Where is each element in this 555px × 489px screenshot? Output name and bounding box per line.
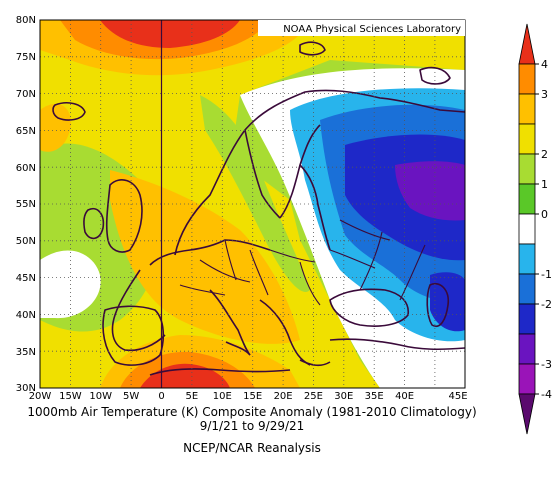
lat-tick: 55N [16,199,36,210]
colorbar-label: -3 [541,358,552,371]
country-borders [179,219,426,306]
colorbar-swatch [518,243,536,275]
lat-tick: 45N [16,273,36,284]
colorbar-swatch [518,333,536,365]
lat-tick: 80N [16,15,36,26]
colorbar-swatch [518,123,536,155]
colorbar-swatch [518,183,536,215]
lat-ticks: 80N 75N 70N 65N 60N 55N 50N 45N 40N 35N … [16,15,36,394]
lat-tick: 65N [16,126,36,137]
colorbar-swatch [518,303,536,335]
colorbar: 4 3 2 1 0 -1 -2 -3 -4 [518,23,552,435]
colorbar-label: 1 [541,178,548,191]
credit-label: NOAA Physical Sciences Laboratory [283,24,461,35]
lon-tick: 10W [89,391,112,402]
lon-tick: 20E [274,391,293,402]
lon-tick: 5E [186,391,199,402]
date-range: 9/1/21 to 9/29/21 [200,419,305,433]
colorbar-label: 2 [541,148,548,161]
lon-tick: 15W [59,391,82,402]
lon-tick: 15E [243,391,262,402]
colorbar-label: -1 [541,268,552,281]
coastlines [52,41,465,376]
lat-tick: 75N [16,52,36,63]
lon-ticks: 20W 15W 10W 5W 0 5E 10E 15E 20E 25E 30E … [29,391,468,402]
map-frame [39,19,466,389]
lat-tick: 40N [16,310,36,321]
colorbar-swatch [518,273,536,305]
lon-tick: 45E [448,391,467,402]
lat-tick: 50N [16,236,36,247]
colorbar-swatch [518,363,536,395]
lat-tick: 30N [16,383,36,394]
lon-tick: 5W [123,391,139,402]
colorbar-swatch [518,63,536,95]
lon-tick: 0 [158,391,164,402]
lat-tick: 70N [16,89,36,100]
lon-tick: 20W [29,391,52,402]
colorbar-label: -2 [541,298,552,311]
colorbar-label: -4 [541,388,552,401]
colorbar-label: 0 [541,208,548,221]
colorbar-swatch [518,213,536,245]
colorbar-label: 3 [541,88,548,101]
colorbar-top-triangle [518,23,536,65]
map-title: 1000mb Air Temperature (K) Composite Ano… [27,405,476,419]
lon-tick: 35E [365,391,384,402]
colorbar-swatch [518,153,536,185]
colorbar-bottom-triangle [518,393,536,435]
lon-tick: 10E [213,391,232,402]
credit-box [258,20,465,36]
lon-tick: 40E [395,391,414,402]
lon-tick: 30E [334,391,353,402]
graticule [40,20,465,388]
colorbar-label: 4 [541,58,548,71]
data-source: NCEP/NCAR Reanalysis [183,441,321,455]
lat-tick: 35N [16,347,36,358]
lat-tick: 60N [16,163,36,174]
lon-tick: 25E [304,391,323,402]
colorbar-swatch [518,93,536,125]
